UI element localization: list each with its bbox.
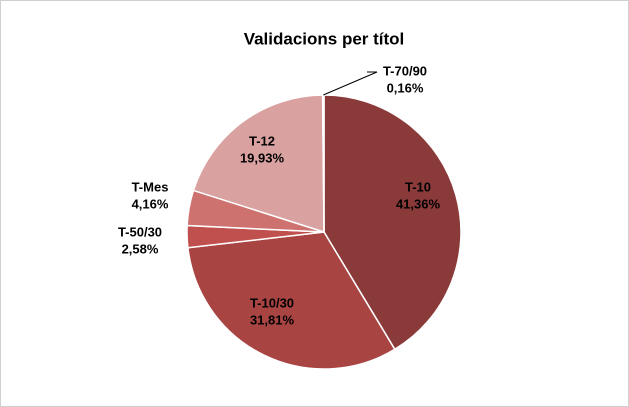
slice-label: T-70/90 bbox=[383, 63, 427, 78]
pie-slice bbox=[187, 231, 396, 370]
slice-label: T-10/30 bbox=[250, 295, 294, 310]
slice-label: T-10 bbox=[405, 179, 431, 194]
slice-value-label: 19,93% bbox=[240, 150, 285, 165]
slice-value-label: 4,16% bbox=[132, 196, 169, 211]
slice-label: T-Mes bbox=[132, 179, 169, 194]
slice-value-label: 41,36% bbox=[396, 196, 441, 211]
slice-value-label: 0,16% bbox=[387, 80, 424, 95]
chart-title: Validacions per títol bbox=[244, 29, 405, 48]
slice-value-label: 31,81% bbox=[250, 312, 295, 327]
pie-slice bbox=[323, 94, 462, 351]
slice-label: T-50/30 bbox=[118, 224, 162, 239]
slice-value-label: 2,58% bbox=[122, 241, 159, 256]
slice-label: T-12 bbox=[249, 133, 275, 148]
pie-slice bbox=[192, 94, 325, 234]
leader-line bbox=[323, 71, 378, 96]
